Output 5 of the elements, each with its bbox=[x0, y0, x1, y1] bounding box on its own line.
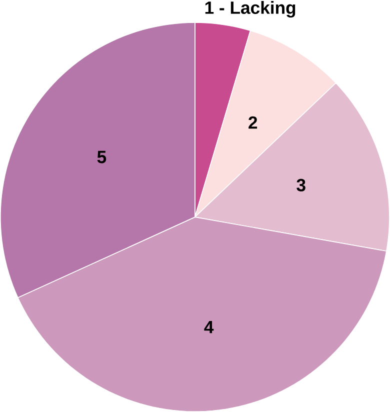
slice-label: 5 bbox=[97, 150, 106, 164]
slice-label: 4 bbox=[204, 321, 214, 334]
slice-label: 2 bbox=[248, 116, 258, 129]
slice-label: 1 - Lacking bbox=[205, 1, 296, 18]
slice-label: 3 bbox=[296, 178, 306, 192]
